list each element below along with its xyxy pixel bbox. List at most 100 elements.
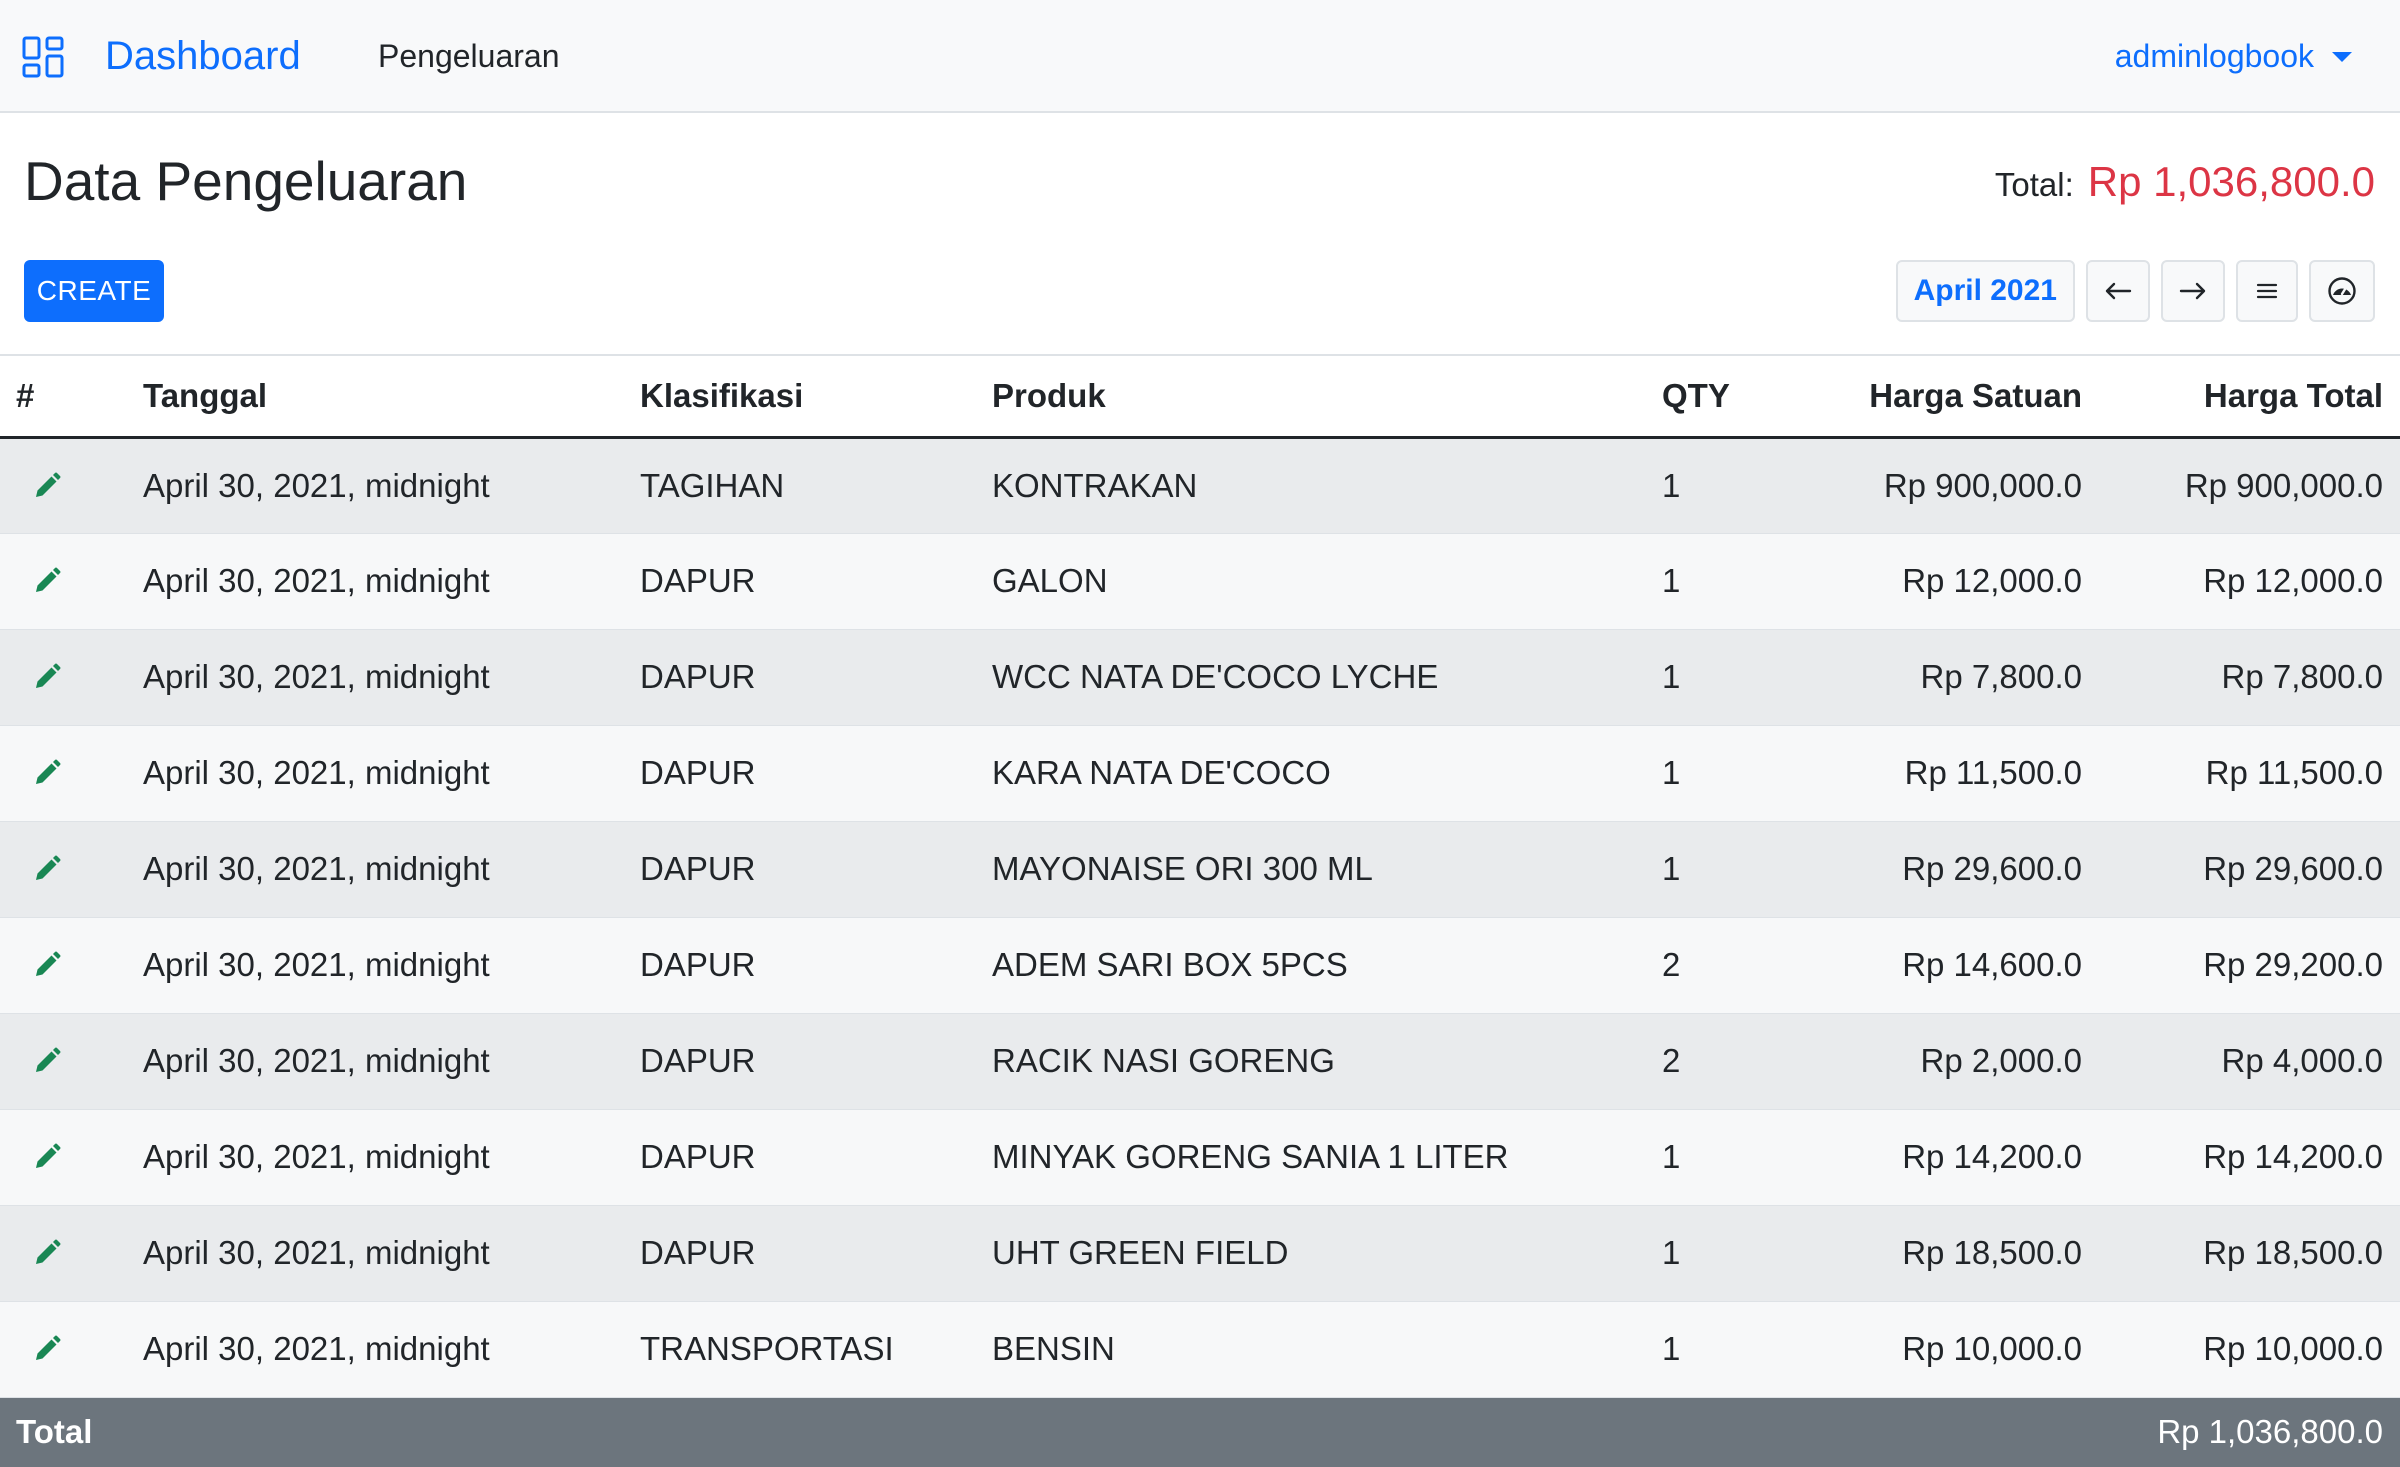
pencil-edit-icon[interactable]: [32, 758, 62, 788]
row-action-cell: [0, 1205, 143, 1302]
table-row: April 30, 2021, midnight TRANSPORTASI BENS…: [0, 1301, 2400, 1398]
cell-harga-satuan: Rp 18,500.0: [1812, 1205, 2082, 1302]
dashboard-gauge-icon: [2328, 277, 2356, 305]
user-name: adminlogbook: [2114, 38, 2314, 74]
cell-klasifikasi: DAPUR: [640, 1109, 992, 1206]
cell-produk: BENSIN: [992, 1301, 1662, 1398]
list-icon: [2256, 283, 2278, 299]
nav-link-pengeluaran[interactable]: Pengeluaran: [378, 38, 560, 74]
toolbar-right: April 2021: [1895, 260, 2375, 322]
col-header-qty: QTY: [1662, 354, 1812, 439]
cell-produk: ADEM SARI BOX 5PCS: [992, 917, 1662, 1014]
arrow-right-icon: [2179, 282, 2206, 300]
cell-harga-satuan: Rp 14,600.0: [1812, 917, 2082, 1014]
pencil-edit-icon[interactable]: [32, 1238, 62, 1268]
cell-tanggal: April 30, 2021, midnight: [143, 629, 640, 726]
cell-harga-satuan: Rp 2,000.0: [1812, 1013, 2082, 1110]
navbar: Dashboard Pengeluaran adminlogbook: [0, 0, 2400, 113]
cell-klasifikasi: DAPUR: [640, 821, 992, 918]
cell-harga-satuan: Rp 7,800.0: [1812, 629, 2082, 726]
row-action-cell: [0, 533, 143, 630]
row-action-cell: [0, 821, 143, 918]
table-row: April 30, 2021, midnight DAPUR WCC NATA DE…: [0, 629, 2400, 726]
cell-tanggal: April 30, 2021, midnight: [143, 1205, 640, 1302]
cell-produk: KARA NATA DE'COCO: [992, 725, 1662, 822]
cell-harga-total: Rp 10,000.0: [2082, 1301, 2400, 1398]
cell-harga-total: Rp 29,200.0: [2082, 917, 2400, 1014]
cell-tanggal: April 30, 2021, midnight: [143, 725, 640, 822]
table-row: April 30, 2021, midnight DAPUR KARA NATA D…: [0, 725, 2400, 822]
cell-harga-total: Rp 18,500.0: [2082, 1205, 2400, 1302]
pencil-edit-icon[interactable]: [32, 1046, 62, 1076]
cell-harga-satuan: Rp 900,000.0: [1812, 437, 2082, 534]
footer-total-value: Rp 1,036,800.0: [2082, 1397, 2400, 1467]
dashboard-button[interactable]: [2309, 260, 2375, 322]
cell-qty: 1: [1662, 437, 1812, 534]
create-button[interactable]: CREATE: [24, 260, 164, 322]
cell-qty: 1: [1662, 725, 1812, 822]
pencil-edit-icon[interactable]: [32, 471, 62, 501]
cell-qty: 1: [1662, 1109, 1812, 1206]
table-row: April 30, 2021, midnight DAPUR GALON 1 Rp 12…: [0, 533, 2400, 630]
table-row: April 30, 2021, midnight DAPUR UHT GREEN F…: [0, 1205, 2400, 1302]
pencil-edit-icon[interactable]: [32, 854, 62, 884]
prev-month-button[interactable]: [2086, 260, 2150, 322]
cell-klasifikasi: DAPUR: [640, 629, 992, 726]
next-month-button[interactable]: [2161, 260, 2225, 322]
col-header-produk: Produk: [992, 354, 1662, 439]
row-action-cell: [0, 725, 143, 822]
pencil-edit-icon[interactable]: [32, 950, 62, 980]
row-action-cell: [0, 629, 143, 726]
arrow-left-icon: [2105, 282, 2132, 300]
table-row: April 30, 2021, midnight DAPUR RACIK NASI …: [0, 1013, 2400, 1110]
cell-klasifikasi: TAGIHAN: [640, 437, 992, 534]
cell-klasifikasi: TRANSPORTASI: [640, 1301, 992, 1398]
cell-harga-satuan: Rp 11,500.0: [1812, 725, 2082, 822]
col-header-tanggal: Tanggal: [143, 354, 640, 439]
pencil-edit-icon[interactable]: [32, 566, 62, 596]
table-row: April 30, 2021, midnight DAPUR MAYONAISE O…: [0, 821, 2400, 918]
col-header-harga-total: Harga Total: [2082, 354, 2400, 439]
expense-table-wrapper: # Tanggal Klasifikasi Produk QTY Harga S…: [0, 354, 2400, 1467]
expense-table: # Tanggal Klasifikasi Produk QTY Harga S…: [0, 354, 2400, 1467]
grid-icon[interactable]: [22, 36, 64, 78]
user-dropdown[interactable]: adminlogbook: [2115, 34, 2352, 78]
cell-produk: RACIK NASI GORENG: [992, 1013, 1662, 1110]
col-header-harga-satuan: Harga Satuan: [1812, 354, 2082, 439]
cell-qty: 2: [1662, 917, 1812, 1014]
cell-klasifikasi: DAPUR: [640, 725, 992, 822]
cell-klasifikasi: DAPUR: [640, 1205, 992, 1302]
pencil-edit-icon[interactable]: [32, 1334, 62, 1364]
cell-qty: 1: [1662, 629, 1812, 726]
cell-harga-satuan: Rp 14,200.0: [1812, 1109, 2082, 1206]
cell-tanggal: April 30, 2021, midnight: [143, 533, 640, 630]
cell-qty: 1: [1662, 533, 1812, 630]
cell-harga-satuan: Rp 12,000.0: [1812, 533, 2082, 630]
pencil-edit-icon[interactable]: [32, 662, 62, 692]
cell-produk: KONTRAKAN: [992, 437, 1662, 534]
col-header-klasifikasi: Klasifikasi: [640, 354, 992, 439]
table-footer-row: Total Rp 1,036,800.0: [0, 1397, 2400, 1467]
cell-harga-total: Rp 7,800.0: [2082, 629, 2400, 726]
total-label: Total:: [1994, 166, 2074, 203]
cell-produk: UHT GREEN FIELD: [992, 1205, 1662, 1302]
list-view-button[interactable]: [2236, 260, 2298, 322]
pencil-edit-icon[interactable]: [32, 1142, 62, 1172]
table-body: April 30, 2021, midnight TAGIHAN KONTRAKAN…: [0, 437, 2400, 1398]
row-action-cell: [0, 1013, 143, 1110]
cell-qty: 2: [1662, 1013, 1812, 1110]
cell-harga-satuan: Rp 29,600.0: [1812, 821, 2082, 918]
footer-total-label: Total: [0, 1397, 2082, 1467]
cell-tanggal: April 30, 2021, midnight: [143, 917, 640, 1014]
row-action-cell: [0, 1301, 143, 1398]
cell-tanggal: April 30, 2021, midnight: [143, 821, 640, 918]
brand-link[interactable]: Dashboard: [105, 34, 301, 78]
month-button[interactable]: April 2021: [1895, 260, 2075, 322]
total-summary: Total: Rp 1,036,800.0: [1995, 158, 2375, 206]
cell-harga-total: Rp 12,000.0: [2082, 533, 2400, 630]
cell-tanggal: April 30, 2021, midnight: [143, 1109, 640, 1206]
table-row: April 30, 2021, midnight DAPUR ADEM SARI B…: [0, 917, 2400, 1014]
cell-tanggal: April 30, 2021, midnight: [143, 1301, 640, 1398]
cell-qty: 1: [1662, 1205, 1812, 1302]
cell-tanggal: April 30, 2021, midnight: [143, 1013, 640, 1110]
